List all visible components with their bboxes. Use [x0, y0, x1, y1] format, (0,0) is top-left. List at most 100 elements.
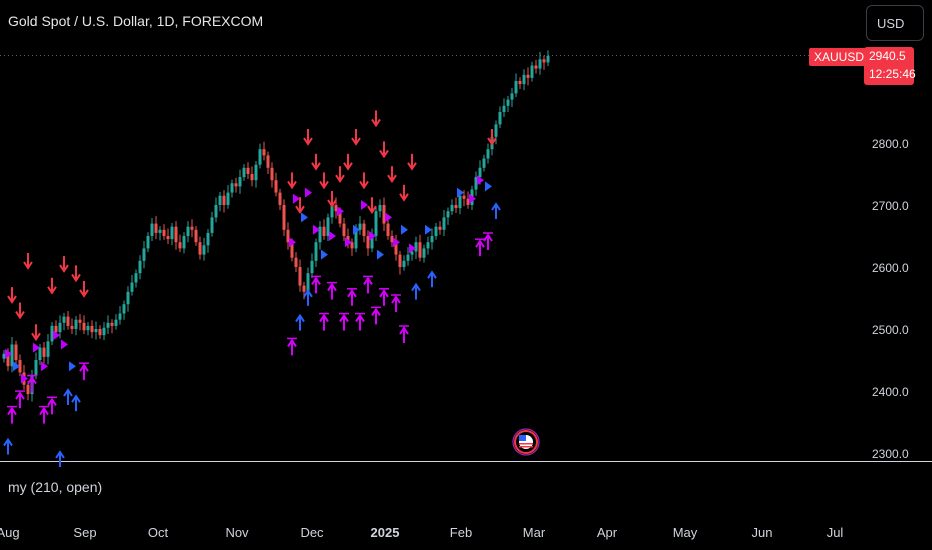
- candle-body: [350, 242, 354, 249]
- candle-body: [162, 229, 166, 236]
- candle-body: [382, 205, 386, 224]
- candle-body: [150, 223, 154, 236]
- sell-arrow-head: [319, 180, 329, 190]
- sell-arrow-head: [487, 137, 497, 146]
- candle-body: [254, 164, 258, 181]
- triangle-marker-icon: [385, 212, 392, 223]
- candle-body: [314, 242, 318, 261]
- sell-arrow-head: [359, 180, 369, 190]
- y-tick-label: 2400.0: [872, 385, 909, 399]
- x-tick-label: Feb: [450, 525, 472, 540]
- candle-body: [546, 55, 550, 63]
- candle-body: [362, 223, 366, 236]
- triangle-marker-icon: [353, 224, 360, 235]
- buy-arrow-head: [55, 450, 65, 459]
- sell-arrow-head: [399, 193, 409, 202]
- candle-body: [142, 248, 146, 261]
- candle-body: [250, 174, 254, 181]
- candle-body: [526, 74, 530, 78]
- candle-body: [242, 167, 246, 178]
- triangle-marker-icon: [41, 361, 48, 372]
- candle-body: [318, 226, 322, 243]
- candle-body: [170, 226, 174, 240]
- candle-body: [354, 229, 358, 249]
- candle-body: [338, 211, 342, 224]
- currency-button[interactable]: USD: [866, 5, 924, 41]
- candle-body: [426, 242, 430, 249]
- candle-body: [278, 192, 282, 205]
- buy-arrow-head: [311, 276, 321, 285]
- candle-body: [154, 223, 158, 233]
- candle-body: [230, 183, 234, 193]
- candle-body: [274, 180, 278, 193]
- x-tick-label: Aug: [0, 525, 20, 540]
- buy-arrow-head: [475, 239, 485, 248]
- candle-body: [66, 316, 70, 326]
- candle-body: [194, 229, 198, 243]
- sell-arrow-head: [295, 205, 305, 215]
- buy-arrow-head: [39, 406, 49, 416]
- sell-arrow-head: [311, 162, 321, 171]
- sell-arrow-head: [379, 149, 389, 159]
- x-tick-label: Mar: [523, 525, 546, 540]
- candle-body: [2, 353, 6, 359]
- candle-body: [494, 124, 498, 137]
- candle-body: [462, 195, 466, 199]
- candle-body: [358, 223, 362, 230]
- candle-body: [326, 217, 330, 236]
- x-tick-label: Dec: [300, 525, 324, 540]
- candlestick-series: [2, 50, 550, 402]
- candle-body: [434, 226, 438, 236]
- buy-arrow-head: [71, 394, 81, 403]
- triangle-marker-icon: [289, 237, 296, 248]
- y-tick-label: 2500.0: [872, 323, 909, 337]
- candle-body: [422, 248, 426, 258]
- buy-arrow-head: [427, 270, 437, 279]
- candle-body: [498, 112, 502, 125]
- candle-body: [50, 325, 54, 342]
- y-tick-label: 2800.0: [872, 137, 909, 151]
- candle-body: [402, 260, 406, 267]
- sell-arrow-head: [31, 332, 41, 342]
- triangle-marker-icon: [293, 193, 300, 204]
- candle-body: [146, 236, 150, 249]
- candle-body: [282, 205, 286, 230]
- chart-gridlines: [0, 55, 932, 462]
- candle-body: [398, 254, 402, 267]
- candle-body: [70, 325, 74, 329]
- candle-body: [418, 242, 422, 258]
- candle-body: [86, 325, 90, 331]
- sell-arrow-head: [371, 118, 381, 128]
- buy-arrow-head: [319, 313, 329, 323]
- triangle-marker-icon: [61, 339, 68, 350]
- indicator-label[interactable]: my (210, open): [8, 479, 103, 495]
- triangle-marker-icon: [69, 361, 76, 372]
- bar-countdown: 12:25:46: [869, 67, 916, 81]
- candle-body: [394, 242, 398, 255]
- sell-arrow-head: [71, 273, 81, 283]
- triangle-marker-icon: [361, 200, 368, 210]
- y-tick-label: 2700.0: [872, 199, 909, 213]
- sell-arrow-head: [79, 289, 89, 298]
- buy-arrow-head: [411, 282, 421, 292]
- candle-body: [258, 149, 262, 165]
- buy-arrow-head: [483, 233, 493, 242]
- sell-arrow-head: [287, 180, 297, 190]
- buy-arrow-head: [399, 326, 409, 335]
- candle-body: [174, 226, 178, 243]
- symbol-tag: XAUUSD: [809, 48, 870, 66]
- candle-body: [342, 223, 346, 236]
- candle-body: [182, 236, 186, 249]
- us-flag-event-icon[interactable]: [512, 428, 540, 456]
- candle-body: [26, 384, 30, 395]
- candle-body: [134, 273, 138, 283]
- price-axis[interactable]: 2300.0 2400.0 2500.0 2600.0 2700.0 2800.0: [872, 137, 909, 461]
- sell-arrow-head: [343, 162, 353, 171]
- candle-body: [482, 158, 486, 168]
- candle-body: [302, 285, 306, 292]
- buy-arrow-head: [347, 288, 357, 298]
- candle-body: [430, 236, 434, 243]
- candle-body: [446, 211, 450, 218]
- time-axis[interactable]: Aug Sep Oct Nov Dec 2025 Feb Mar Apr May Jun Jul: [0, 525, 843, 540]
